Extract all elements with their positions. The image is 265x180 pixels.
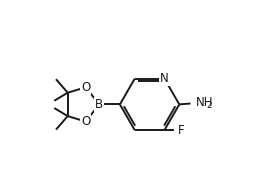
Text: O: O (81, 115, 90, 128)
Text: NH: NH (196, 96, 213, 109)
Text: N: N (160, 72, 169, 85)
Text: 2: 2 (207, 101, 212, 110)
Text: B: B (95, 98, 103, 111)
Text: O: O (81, 81, 90, 94)
Text: F: F (178, 124, 185, 137)
